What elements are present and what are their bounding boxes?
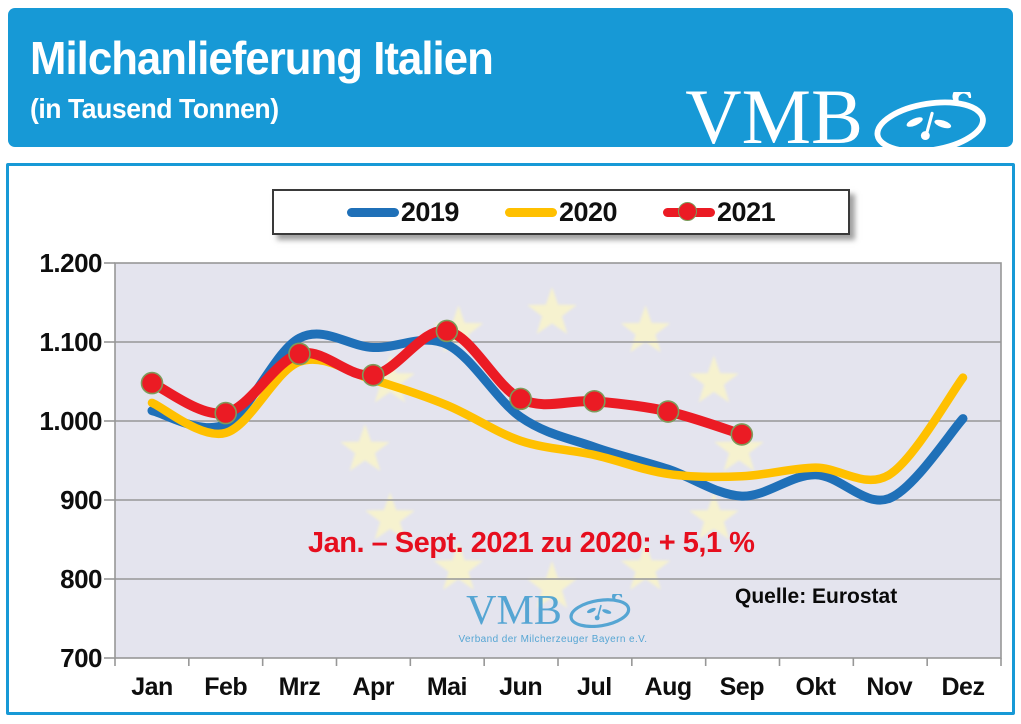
- x-tick-label: Jul: [577, 673, 612, 701]
- legend-marker-dot: [678, 201, 698, 221]
- header-text-block: Milchanlieferung Italien (in Tausend Ton…: [30, 32, 494, 126]
- source-label: Quelle: Eurostat: [735, 585, 898, 608]
- annotation-text: Jan. – Sept. 2021 zu 2020: + 5,1 %: [308, 527, 755, 559]
- legend-label: 2020: [558, 196, 618, 227]
- y-tick-label: 800: [60, 564, 102, 594]
- x-tick-label: Sep: [719, 673, 765, 701]
- legend-line-swatch: [663, 201, 716, 221]
- x-tick-label: Aug: [644, 673, 693, 701]
- watermark-logo: VMB Verband der Milcherzeuger Bayern e.V…: [448, 590, 658, 645]
- legend-label: 2021: [717, 196, 776, 227]
- vmb-swirl-icon: [867, 92, 1005, 154]
- x-tick-label: Mrz: [278, 673, 321, 701]
- page-title: Milchanlieferung Italien: [30, 32, 494, 84]
- watermark-logo-text: VMB: [466, 588, 562, 634]
- x-tick-label: Nov: [866, 673, 913, 701]
- watermark-caption: Verband der Milcherzeuger Bayern e.V.: [458, 634, 648, 645]
- legend-item-2021: 2021: [663, 196, 776, 228]
- header-banner: Milchanlieferung Italien (in Tausend Ton…: [8, 8, 1013, 156]
- watermark-swirl-icon: [566, 594, 640, 628]
- y-tick-label: 700: [60, 643, 102, 673]
- x-tick-label: Okt: [795, 673, 836, 701]
- y-tick-label: 1.200: [39, 248, 102, 278]
- legend-label: 2019: [400, 196, 460, 227]
- vmb-logo-text: VMB: [685, 73, 863, 160]
- x-tick-label: Feb: [204, 673, 248, 701]
- legend-line-swatch: [504, 207, 557, 217]
- y-tick-label: 1.000: [39, 406, 102, 436]
- chart-legend: 2019 2020 2021: [272, 189, 850, 235]
- x-tick-label: Jan: [131, 673, 173, 701]
- legend-item-2020: 2020: [504, 196, 618, 228]
- x-tick-label: Apr: [352, 673, 394, 701]
- legend-item-2019: 2019: [346, 196, 460, 228]
- x-tick-label: Jun: [499, 673, 543, 701]
- legend-line-swatch: [346, 207, 399, 217]
- x-tick-label: Dez: [941, 673, 985, 701]
- y-tick-label: 900: [60, 485, 102, 515]
- y-tick-label: 1.100: [39, 327, 102, 357]
- page-subtitle: (in Tausend Tonnen): [30, 93, 279, 124]
- x-tick-label: Mai: [426, 673, 468, 701]
